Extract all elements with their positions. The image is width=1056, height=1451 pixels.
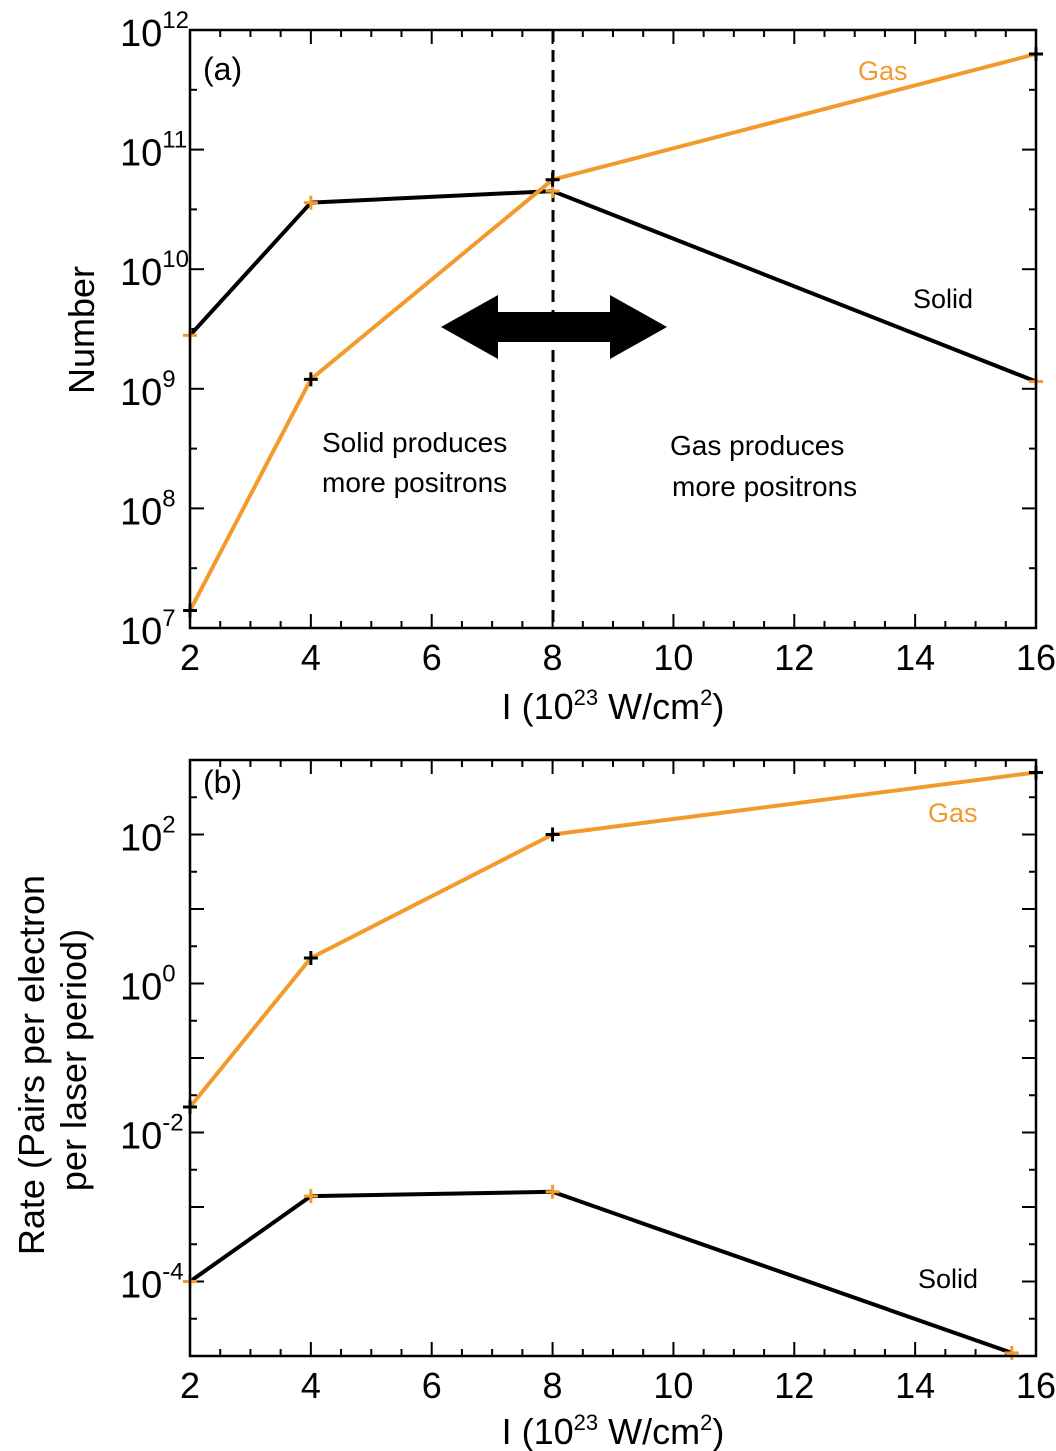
x-tick-label: 10 — [653, 1365, 693, 1406]
y-tick-label: 102 — [120, 812, 176, 860]
x-tick-label: 4 — [301, 1365, 321, 1406]
data-point-gas — [545, 827, 560, 842]
panel-b-plot-frame — [188, 758, 1038, 1358]
panel-a-y-tick-labels: 107 108 109 1010 1011 1012 — [120, 7, 189, 653]
x-tick-label: 10 — [653, 637, 693, 678]
x-tick-label: 16 — [1016, 637, 1056, 678]
x-tick-label: 6 — [422, 1365, 442, 1406]
data-point-gas — [303, 372, 318, 387]
x-tick-label: 14 — [895, 1365, 935, 1406]
x-tick-label: 4 — [301, 637, 321, 678]
x-tick-label: 8 — [543, 637, 563, 678]
panel-a-gas-label: Gas — [858, 56, 908, 86]
y-tick-label: 1012 — [120, 7, 189, 55]
panel-b-y-tick-labels: 10-4 10-2 100 102 — [120, 812, 184, 1307]
panel-b-y-axis-title: Rate (Pairs per electron per laser perio… — [11, 865, 94, 1255]
panel-b-gas-label: Gas — [928, 798, 978, 828]
panel-a-plot-frame — [188, 28, 1038, 630]
x-tick-label: 16 — [1016, 1365, 1056, 1406]
data-point-gas — [545, 172, 560, 187]
x-tick-label: 12 — [774, 1365, 814, 1406]
x-tick-label: 2 — [180, 637, 200, 678]
y-tick-label: 107 — [120, 605, 176, 653]
annotation-gas-line2: more positrons — [672, 471, 857, 502]
y-tick-label: 1010 — [120, 246, 189, 294]
y-tick-label: 109 — [120, 366, 176, 414]
double-arrow-icon — [441, 295, 667, 359]
panel-b-x-axis-title: I (1023 W/cm2) — [502, 1410, 725, 1451]
y-tick-label: 100 — [120, 961, 176, 1009]
data-point-solid — [303, 1189, 318, 1204]
panel-b-series — [188, 770, 1037, 1355]
y-tick-label: 10-4 — [120, 1259, 184, 1307]
panel-a-solid-label: Solid — [913, 284, 973, 314]
panel-a-y-axis-title: Number — [61, 266, 102, 394]
data-point-solid — [303, 195, 318, 210]
y-tick-label: 1011 — [120, 127, 187, 175]
x-tick-label: 14 — [895, 637, 935, 678]
data-point-gas — [303, 950, 318, 965]
data-point-solid — [1004, 1345, 1019, 1360]
panel-b-y-axis-title-line1: Rate (Pairs per electron — [11, 875, 52, 1255]
x-tick-label: 2 — [180, 1365, 200, 1406]
panel-b-x-tick-labels: 2 4 6 8 10 12 14 16 — [180, 1365, 1056, 1406]
panel-b-ticks — [189, 759, 1037, 1357]
panel-a-x-axis-title: I (1023 W/cm2) — [502, 685, 725, 727]
annotation-solid-line1: Solid produces — [322, 427, 507, 458]
annotation-gas-line1: Gas produces — [670, 430, 844, 461]
annotation-solid-line2: more positrons — [322, 467, 507, 498]
series-line-solid — [188, 1189, 1013, 1355]
panel-a-series — [188, 52, 1037, 612]
series-line-solid — [188, 189, 1037, 384]
panel-b-markers — [183, 765, 1043, 1360]
panel-b-label: (b) — [203, 764, 242, 800]
panel-b: 10-4 10-2 100 102 2 4 6 8 10 12 14 16 (b) Gas Soli… — [11, 758, 1056, 1451]
series-line-gas — [188, 770, 1037, 1109]
x-tick-label: 8 — [543, 1365, 563, 1406]
series-line-gas — [188, 52, 1037, 612]
y-tick-label: 108 — [120, 485, 176, 533]
x-tick-label: 6 — [422, 637, 442, 678]
panel-b-solid-label: Solid — [918, 1264, 978, 1294]
panel-b-y-axis-title-line2: per laser period) — [53, 929, 94, 1191]
data-point-solid — [545, 1184, 560, 1199]
panel-a-x-tick-labels: 2 4 6 8 10 12 14 16 — [180, 637, 1056, 678]
y-tick-label: 10-2 — [120, 1110, 184, 1158]
x-tick-label: 12 — [774, 637, 814, 678]
panel-a-label: (a) — [203, 51, 242, 87]
